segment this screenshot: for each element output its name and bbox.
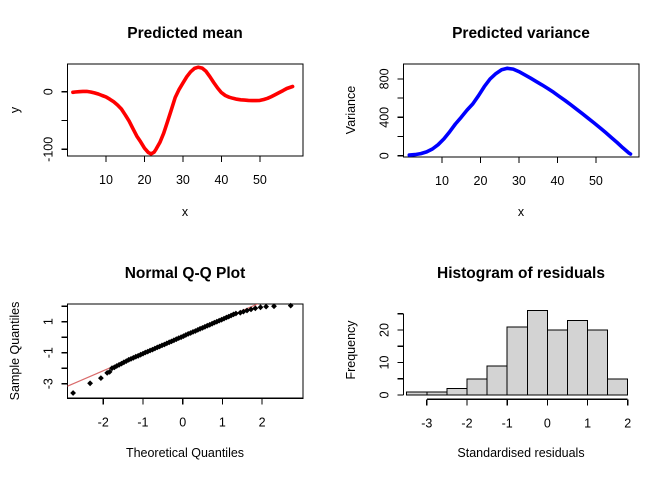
- svg-text:50: 50: [253, 173, 267, 187]
- svg-text:0: 0: [378, 152, 392, 159]
- svg-text:10: 10: [99, 173, 113, 187]
- svg-text:-2: -2: [461, 416, 472, 430]
- panel-predicted-variance: 10 20 30 40 50 0 400 800 Predicted variance x V…: [336, 0, 672, 240]
- svg-text:-2: -2: [98, 415, 109, 429]
- svg-text:0: 0: [378, 391, 392, 398]
- predicted-variance-plot: 10 20 30 40 50 0 400 800: [378, 63, 640, 188]
- plot-title: Predicted mean: [127, 25, 243, 42]
- svg-text:10: 10: [378, 356, 392, 370]
- panel-residual-histogram: -3 -2 -1 0 1 2 0 10 20 Histogram of residuals St…: [336, 240, 672, 480]
- svg-text:2: 2: [624, 416, 631, 430]
- svg-text:-1: -1: [502, 416, 513, 430]
- svg-text:20: 20: [138, 173, 152, 187]
- x-axis-title: Standardised residuals: [457, 446, 585, 460]
- plot-title: Histogram of residuals: [437, 265, 605, 282]
- x-axis-title: x: [517, 205, 525, 219]
- svg-text:0: 0: [42, 88, 56, 95]
- svg-text:40: 40: [214, 173, 228, 187]
- svg-text:0: 0: [544, 416, 551, 430]
- qq-plot: -2 -1 0 1 2 -3 -1 1: [42, 302, 304, 429]
- y-axis-title: Frequency: [344, 320, 358, 380]
- svg-text:-3: -3: [421, 416, 432, 430]
- panel-predicted-mean: 10 20 30 40 50 0 -100 Predicted mean x y: [0, 0, 336, 240]
- svg-text:20: 20: [474, 174, 488, 188]
- panel-qq-plot: -2 -1 0 1 2 -3 -1 1 Normal Q-Q Plot Theoretical…: [0, 240, 336, 480]
- svg-text:-1: -1: [42, 347, 56, 358]
- x-axis-title: x: [181, 205, 189, 219]
- svg-text:30: 30: [512, 174, 526, 188]
- y-axis-title: y: [8, 106, 22, 114]
- predicted-mean-plot: 10 20 30 40 50 0 -100: [42, 63, 304, 187]
- svg-text:400: 400: [378, 107, 392, 128]
- svg-text:-3: -3: [42, 378, 56, 389]
- svg-text:40: 40: [550, 174, 564, 188]
- svg-text:0: 0: [179, 415, 186, 429]
- svg-text:30: 30: [176, 173, 190, 187]
- svg-text:1: 1: [42, 318, 56, 325]
- svg-text:1: 1: [219, 415, 226, 429]
- svg-text:50: 50: [589, 174, 603, 188]
- svg-text:-1: -1: [137, 415, 148, 429]
- plot-title: Predicted variance: [452, 25, 590, 42]
- plot-title: Normal Q-Q Plot: [124, 265, 246, 282]
- svg-text:10: 10: [435, 174, 449, 188]
- svg-text:1: 1: [584, 416, 591, 430]
- y-axis-title: Sample Quantiles: [8, 301, 22, 401]
- svg-text:2: 2: [259, 415, 266, 429]
- svg-text:800: 800: [378, 68, 392, 89]
- y-axis-title: Variance: [344, 85, 358, 135]
- svg-text:20: 20: [378, 323, 392, 337]
- x-axis-title: Theoretical Quantiles: [125, 446, 245, 460]
- svg-text:-100: -100: [42, 137, 56, 162]
